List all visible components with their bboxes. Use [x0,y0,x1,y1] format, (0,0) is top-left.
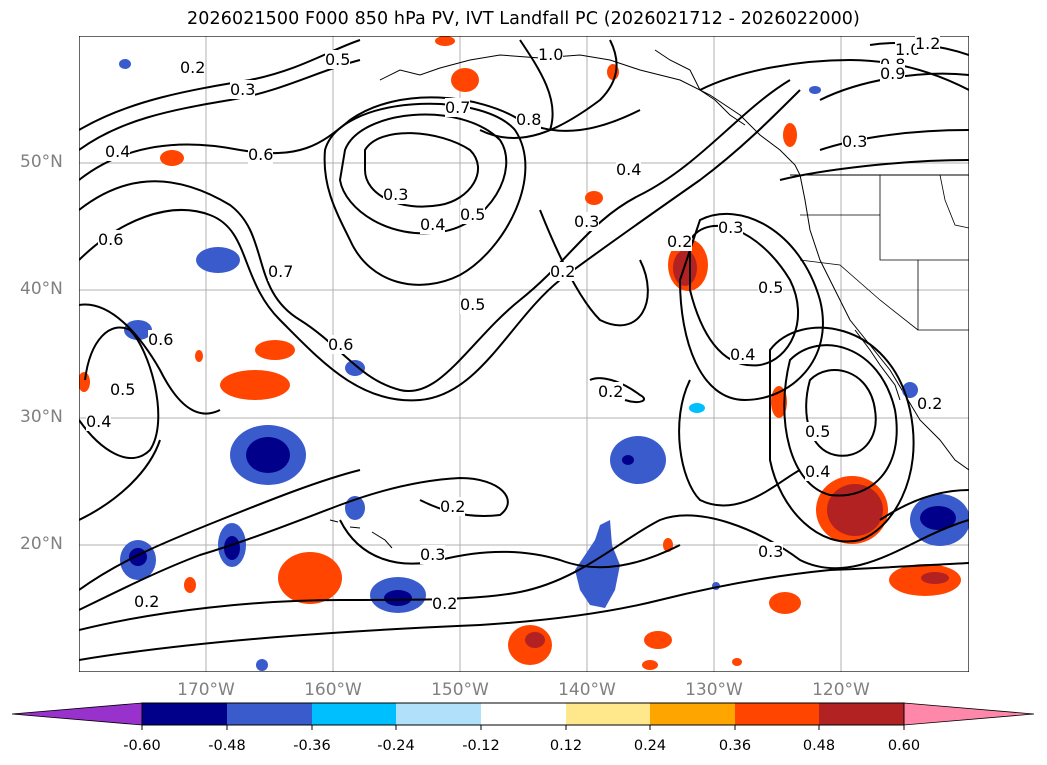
colorbar-label: 0.48 [802,738,836,754]
colorbar-bin [819,703,904,725]
positive-anomaly-fill [79,36,961,670]
colorbar-label: -0.48 [208,738,246,754]
colorbar [11,702,1035,730]
lon-tick-label: 150°W [431,680,489,700]
colorbar-extend-low [11,702,143,726]
colorbar-extend-high [903,702,1035,726]
lon-tick-label: 160°W [304,680,362,700]
lat-tick-label: 40°N [20,279,63,299]
lon-tick-label: 130°W [685,680,743,700]
colorbar-bin [312,703,396,725]
colorbar-bin [396,703,481,725]
lon-tick-label: 120°W [812,680,870,700]
lat-tick-label: 50°N [20,152,63,172]
colorbar-bin [566,703,650,725]
colorbar-bin [227,703,312,725]
lat-tick-label: 20°N [20,534,63,554]
colorbar-label: 0.60 [887,738,921,754]
colorbar-label: -0.60 [123,738,161,754]
colorbar-label: 0.24 [633,738,667,754]
colorbar-label: 0.36 [718,738,752,754]
colorbar-bin [142,703,227,725]
colorbar-label: -0.24 [377,738,415,754]
lon-tick-label: 140°W [558,680,616,700]
colorbar-label: 0.12 [549,738,583,754]
plot-area [79,36,969,672]
colorbar-label: -0.36 [293,738,331,754]
colorbar-bin [481,703,566,725]
colorbar-label: -0.12 [462,738,500,754]
colorbar-bin [650,703,735,725]
lon-tick-label: 170°W [177,680,235,700]
lat-tick-label: 30°N [20,407,63,427]
colorbar-bin [735,703,819,725]
map-title: 2026021500 F000 850 hPa PV, IVT Landfall… [187,9,860,29]
